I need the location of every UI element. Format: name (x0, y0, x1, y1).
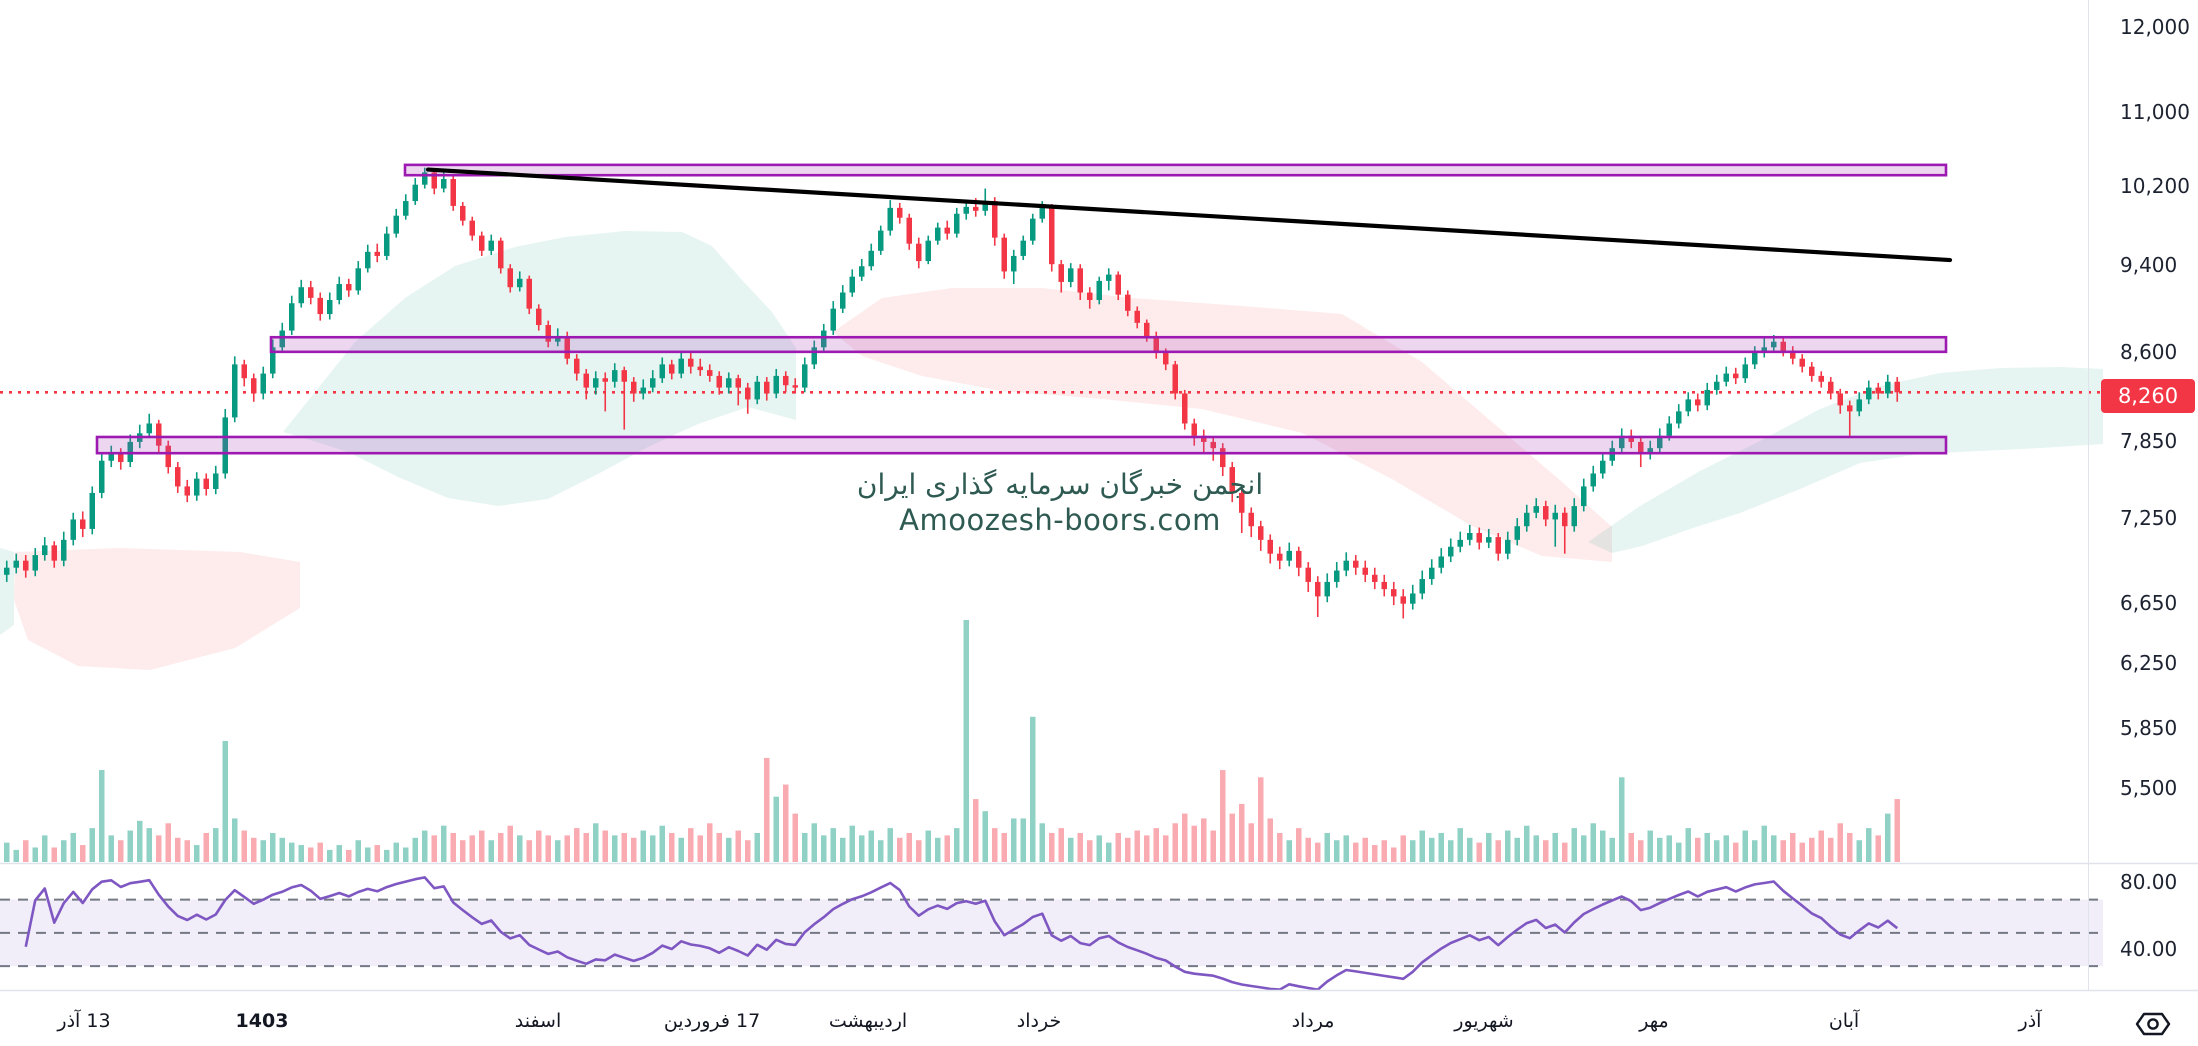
rsi-line (24, 876, 1899, 991)
time-tick-label[interactable]: اردیبهشت (828, 1010, 908, 1032)
time-tick-label[interactable]: 13 آذر (57, 1010, 111, 1032)
time-tick-label[interactable]: آذر (2018, 1010, 2042, 1032)
rsi-tick-label[interactable]: 80.00 (2120, 870, 2178, 894)
candles-series (4, 167, 1900, 619)
time-tick-label[interactable]: آبان (1828, 1010, 1860, 1032)
price-tick-label[interactable]: 7,850 (2120, 428, 2178, 453)
trendline (425, 167, 1953, 263)
price-tick-label[interactable]: 8,600 (2120, 339, 2178, 364)
price-tick-label[interactable]: 11,000 (2120, 99, 2190, 124)
rsi-tick-label[interactable]: 40.00 (2120, 936, 2178, 961)
time-tick-label[interactable]: مرداد (1291, 1010, 1335, 1032)
price-tick-label[interactable]: 6,250 (2120, 651, 2178, 676)
price-tick-label[interactable]: 7,250 (2120, 506, 2178, 531)
price-tick-label[interactable]: 5,500 (2120, 775, 2178, 800)
time-tick-label[interactable]: خرداد (1016, 1010, 1062, 1032)
pane-settings-hexagon-icon[interactable] (2134, 1005, 2172, 1043)
price-tick-label[interactable]: 10,200 (2120, 173, 2190, 198)
time-tick-label[interactable]: شهریور (1454, 1010, 1514, 1032)
pane-separators (0, 0, 2198, 992)
price-tick-label[interactable]: 6,650 (2120, 590, 2178, 615)
time-tick-label[interactable]: 1403 (235, 1010, 289, 1032)
volume-series (4, 620, 1900, 862)
time-tick-label[interactable]: مهر (1639, 1010, 1669, 1032)
price-tick-label[interactable]: 9,400 (2120, 253, 2178, 278)
time-tick-label[interactable]: اسفند (514, 1010, 562, 1032)
price-tick-label[interactable]: 12,000 (2120, 15, 2190, 40)
last-price-badge: 8,260 (2101, 379, 2195, 413)
price-tick-label[interactable]: 5,850 (2120, 715, 2178, 740)
time-tick-label[interactable]: 17 فروردین (663, 1010, 761, 1032)
supply-demand-boxes (95, 163, 1948, 455)
